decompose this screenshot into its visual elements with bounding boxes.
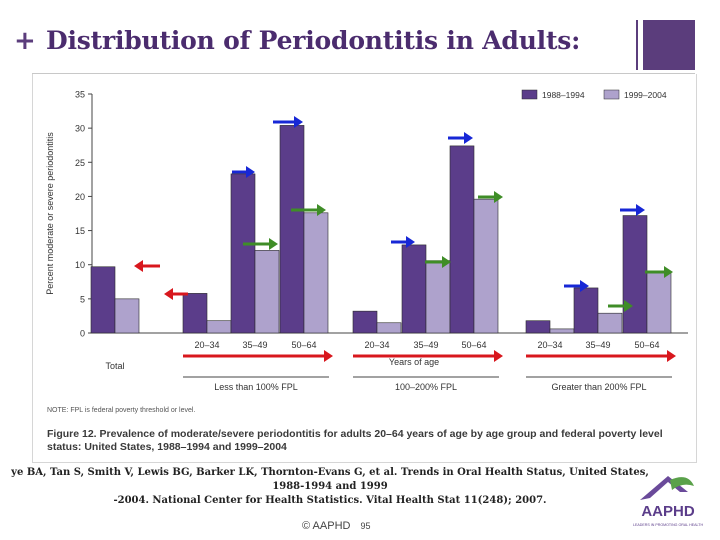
x-tick-label: 20–34 <box>537 340 562 350</box>
x-tick-label: 50–64 <box>634 340 659 350</box>
y-axis-title: Percent moderate or severe periodontitis <box>45 132 55 295</box>
blue-arrow-1988-1994-head <box>294 116 303 128</box>
x-tick-label-total: Total <box>105 361 124 371</box>
logo-wordmark: AAPHD <box>641 503 695 520</box>
green-arrow-1999-2004-head <box>442 256 451 268</box>
series-1999-2004-bar <box>376 322 402 334</box>
series-1988-1994-bar <box>230 173 256 334</box>
aaphd-logo: AAPHD LEADERS IN PROMOTING ORAL HEALTH <box>633 476 703 527</box>
y-tick-label: 35 <box>75 90 85 100</box>
group-label: Less than 100% FPL <box>214 382 298 392</box>
citation-line-1: ye BA, Tan S, Smith V, Lewis BG, Barker … <box>11 467 649 492</box>
figure-caption: Figure 12. Prevalence of moderate/severe… <box>47 428 663 453</box>
series-1999-2004-bar <box>549 328 575 334</box>
citation: ye BA, Tan S, Smith V, Lewis BG, Barker … <box>0 466 660 508</box>
x-tick-label: 50–64 <box>291 340 316 350</box>
group-label: 100–200% FPL <box>395 382 457 392</box>
series-1999-2004-bar <box>303 212 329 334</box>
series-1999-2004-bar <box>114 298 140 334</box>
y-tick-label: 30 <box>75 124 85 134</box>
green-arrow-1999-2004-head <box>664 266 673 278</box>
citation-line-2: -2004. National Center for Health Statis… <box>113 495 547 506</box>
green-arrow-1999-2004-head <box>624 300 633 312</box>
title-bullet-plus: + <box>14 26 36 56</box>
series-1988-1994-bar <box>525 320 551 334</box>
blue-arrow-1988-1994-head <box>246 166 255 178</box>
series-1988-1994-bar <box>279 125 305 334</box>
series-1999-2004-bar <box>473 198 499 334</box>
x-tick-label: 20–34 <box>364 340 389 350</box>
red-arrow-less-than-100-fpl-20-34-head <box>164 288 173 300</box>
figure-panel: 0 5 10 15 20 25 30 35 Percent moderate or severe… <box>32 74 697 463</box>
series-1988-1994-bar <box>182 293 208 334</box>
y-tick-label: 25 <box>75 158 85 168</box>
y-tick-label: 5 <box>80 294 85 304</box>
series-1988-1994-bar <box>401 244 427 334</box>
series-1999-2004-bar <box>646 271 672 334</box>
series-1988-1994-bar <box>90 266 116 334</box>
red-arrow-age-100-200-fpl-head <box>494 350 503 362</box>
y-tick-label: 0 <box>80 329 85 339</box>
x-tick-label: 20–34 <box>194 340 219 350</box>
blue-arrow-1988-1994-head <box>406 236 415 248</box>
series-1999-2004-bar <box>425 260 451 334</box>
footer-copyright: © AAPHD <box>302 520 351 532</box>
legend-label: 1999–2004 <box>624 90 667 100</box>
page-number: 95 <box>360 521 371 531</box>
red-arrow-total-head <box>134 260 143 272</box>
legend-swatch <box>603 89 620 100</box>
green-arrow-1999-2004-head <box>269 238 278 250</box>
x-tick-label: 35–49 <box>585 340 610 350</box>
series-1999-2004-bar <box>254 250 280 334</box>
x-tick-label: 35–49 <box>413 340 438 350</box>
series-1999-2004-bar <box>597 312 623 334</box>
slide-title: Distribution of Periodontitis in Adults: <box>46 26 581 55</box>
y-tick-label: 15 <box>75 226 85 236</box>
series-1999-2004-bar <box>206 320 232 334</box>
series-1988-1994-bar <box>573 287 599 334</box>
x-tick-label: 50–64 <box>461 340 486 350</box>
series-1988-1994-bar <box>352 310 378 334</box>
x-axis-title: Years of age <box>389 357 439 367</box>
blue-arrow-1988-1994-head <box>464 132 473 144</box>
logo-leaf-shape <box>670 477 694 490</box>
y-tick-label: 10 <box>75 260 85 270</box>
logo-tagline: LEADERS IN PROMOTING ORAL HEALTH <box>633 523 703 527</box>
red-arrow-age-greater-than-200-fpl-head <box>667 350 676 362</box>
blue-arrow-1988-1994-head <box>636 204 645 216</box>
legend-swatch <box>521 89 538 100</box>
title-divider <box>32 73 695 74</box>
green-arrow-1999-2004-head <box>317 204 326 216</box>
series-1988-1994-bar <box>449 145 475 334</box>
y-tick-label: 20 <box>75 192 85 202</box>
group-label: Greater than 200% FPL <box>551 382 646 392</box>
series-1988-1994-bar <box>622 215 648 334</box>
logo-roof-shape <box>640 476 688 500</box>
periodontitis-bar-chart: 0 5 10 15 20 25 30 35 Percent moderate or severe… <box>45 89 688 414</box>
x-tick-label: 35–49 <box>242 340 267 350</box>
decorative-vertical-line <box>636 20 638 70</box>
decorative-purple-square <box>643 20 695 70</box>
blue-arrow-1988-1994-head <box>580 280 589 292</box>
legend-label: 1988–1994 <box>542 90 585 100</box>
red-arrow-age-less-than-100-fpl-head <box>324 350 333 362</box>
figure-note: NOTE: FPL is federal poverty threshold o… <box>47 407 195 414</box>
green-arrow-1999-2004-head <box>494 191 503 203</box>
slide-footer: © AAPHD 95 <box>302 520 370 532</box>
